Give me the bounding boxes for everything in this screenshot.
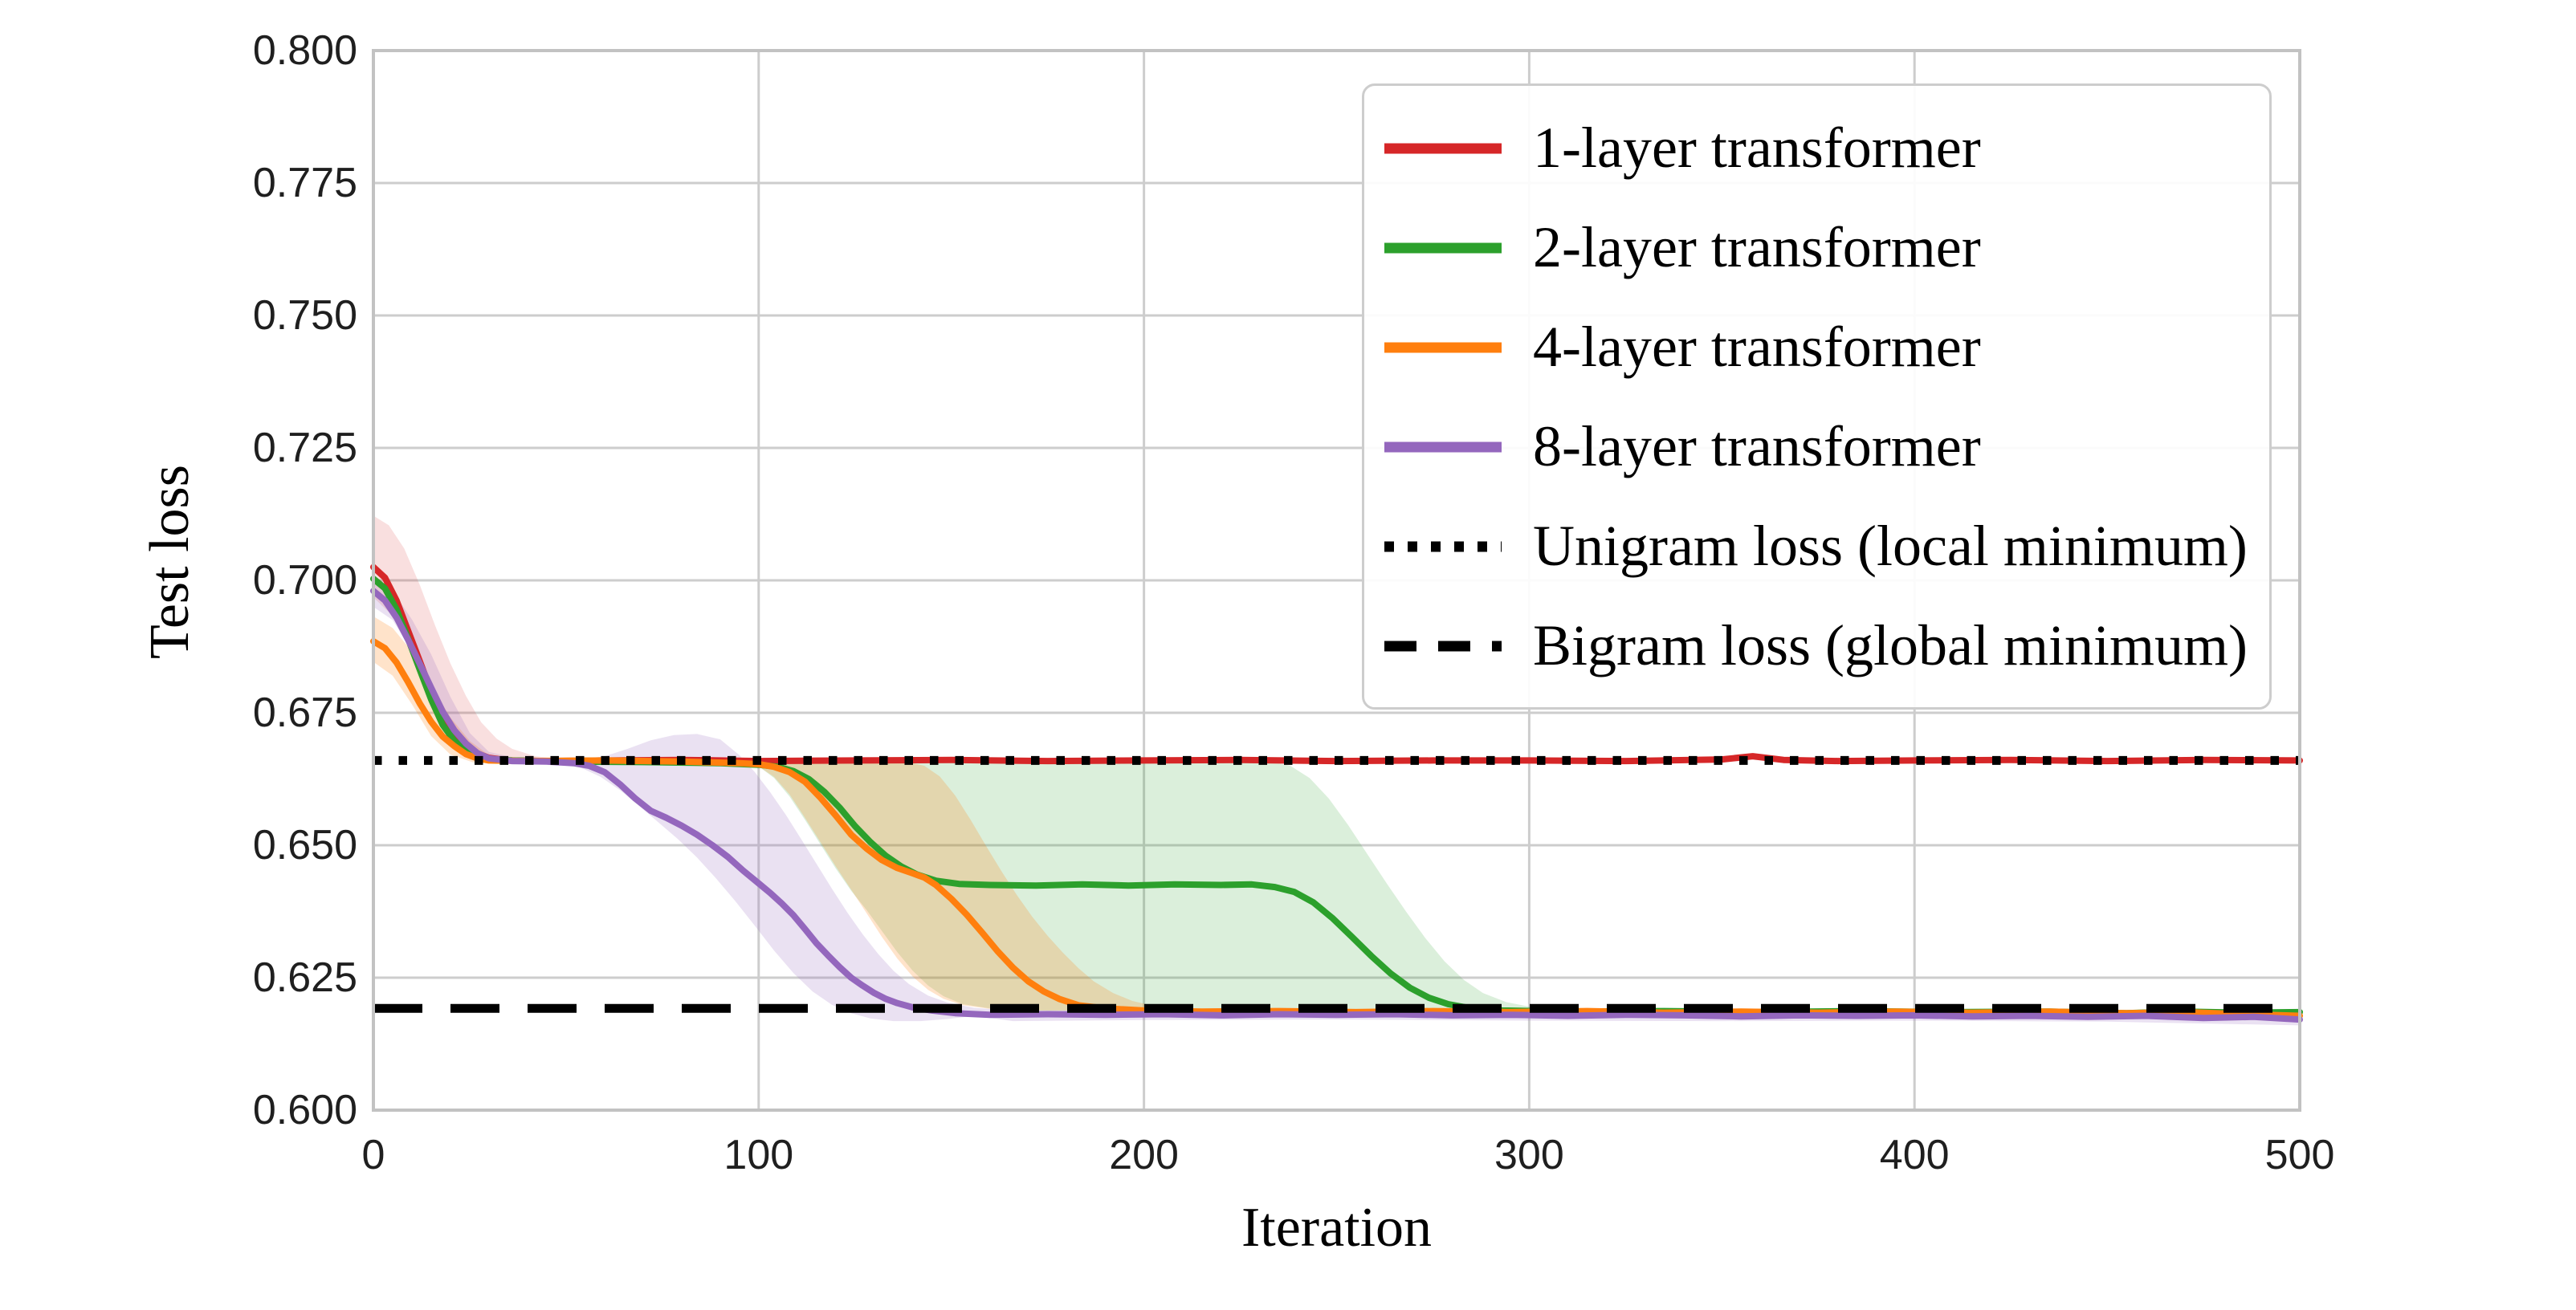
legend-item-4-layer: 4-layer transformer [1382, 298, 2269, 397]
y-tick-label: 0.625 [252, 954, 357, 1001]
y-tick-label: 0.800 [252, 27, 357, 74]
legend-label: 1-layer transformer [1533, 116, 1981, 181]
y-tick-label: 0.775 [252, 160, 357, 206]
legend-item-unigram-loss: Unigram loss (local minimum) [1382, 497, 2269, 596]
x-tick-label: 400 [1879, 1132, 1950, 1178]
legend-item-1-layer: 1-layer transformer [1382, 99, 2269, 198]
x-tick-label: 100 [723, 1132, 794, 1178]
x-tick-label: 500 [2264, 1132, 2335, 1178]
legend-label: 2-layer transformer [1533, 215, 1981, 280]
legend-dotted-line-sample-icon [1384, 541, 1502, 552]
x-tick-label: 300 [1494, 1132, 1564, 1178]
legend-label: 4-layer transformer [1533, 315, 1981, 380]
legend-item-bigram-loss: Bigram loss (global minimum) [1382, 596, 2269, 696]
y-tick-label: 0.675 [252, 690, 357, 736]
legend-label: 8-layer transformer [1533, 414, 1981, 479]
legend-item-8-layer: 8-layer transformer [1382, 397, 2269, 497]
legend-line-sample-icon [1384, 441, 1502, 453]
legend-dashed-line-sample-icon [1384, 641, 1502, 652]
y-tick-label: 0.725 [252, 425, 357, 471]
x-axis-title: Iteration [1241, 1197, 1433, 1259]
y-tick-label: 0.650 [252, 822, 357, 869]
legend-item-2-layer: 2-layer transformer [1382, 198, 2269, 298]
axes-border [372, 49, 2301, 1112]
legend-line-sample-icon [1384, 342, 1502, 353]
y-tick-label: 0.700 [252, 557, 357, 604]
x-tick-label: 0 [361, 1132, 385, 1178]
legend-line-sample-icon [1384, 143, 1502, 154]
y-tick-label: 0.600 [252, 1087, 357, 1133]
x-tick-label: 200 [1109, 1132, 1179, 1178]
legend: 1-layer transformer 2-layer transformer … [1362, 83, 2272, 710]
legend-line-sample-icon [1384, 242, 1502, 254]
y-tick-label: 0.750 [252, 292, 357, 339]
confidence-band [373, 515, 605, 763]
legend-label: Bigram loss (global minimum) [1533, 613, 2248, 678]
legend-label: Unigram loss (local minimum) [1533, 514, 2248, 579]
y-axis-title: Test loss [139, 464, 201, 660]
